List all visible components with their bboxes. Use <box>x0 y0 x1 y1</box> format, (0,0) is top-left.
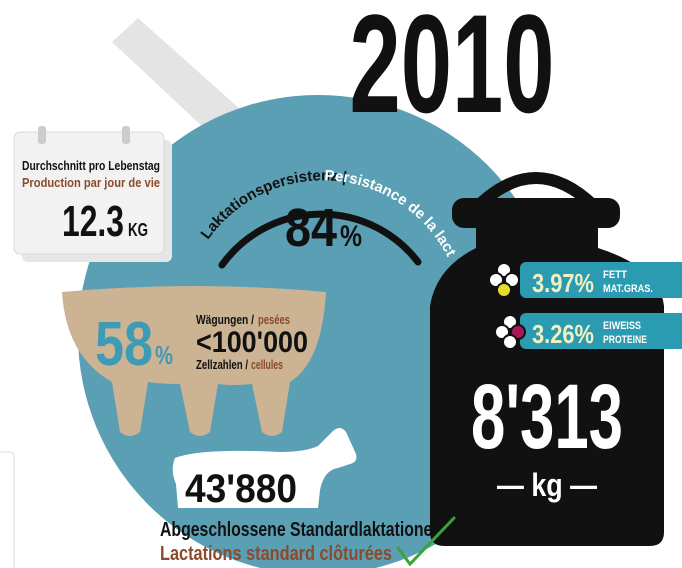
unit: KG <box>128 220 148 240</box>
label-de: Durchschnitt pro Lebenstag <box>22 158 160 173</box>
value: 3.26% <box>532 319 594 349</box>
label-fr: Production par jour de vie <box>22 175 160 190</box>
weighings-fr: pesées <box>258 312 290 327</box>
page: 2010 Durchschnitt pro Lebenstag Producti… <box>0 0 682 568</box>
protein-badge: 3.26% EIWEISS PROTEINE <box>495 313 682 349</box>
threshold: <100'000 <box>196 326 308 359</box>
value: 3.97% <box>532 268 594 298</box>
weighings-de: Wägungen / <box>196 312 254 327</box>
label-fr: PROTEINE <box>603 334 647 346</box>
label-fr: MAT.GRAS. <box>603 283 653 295</box>
calendar-card: Durchschnitt pro Lebenstag Production pa… <box>14 126 172 262</box>
value: 12.3 <box>62 197 124 246</box>
value: 58 <box>95 310 153 379</box>
lactations-label-de: Abgeschlossene Standardlaktationen <box>160 519 442 541</box>
year: 2010 <box>350 0 555 142</box>
cells-fr: cellules <box>251 357 283 372</box>
label-de: FETT <box>603 269 627 281</box>
value: 8'313 <box>471 366 623 468</box>
unit: % <box>340 220 362 253</box>
cells-de: Zellzahlen / <box>196 357 248 372</box>
unit: % <box>155 340 173 370</box>
label-de: EIWEISS <box>603 320 641 332</box>
side-card <box>0 452 14 568</box>
infographic: 2010 Durchschnitt pro Lebenstag Producti… <box>0 0 682 568</box>
value: 43'880 <box>185 467 297 511</box>
unit: — kg — <box>497 467 597 503</box>
lactations-label-fr: Lactations standard clôturées <box>160 543 392 565</box>
value: 84 <box>285 198 337 258</box>
